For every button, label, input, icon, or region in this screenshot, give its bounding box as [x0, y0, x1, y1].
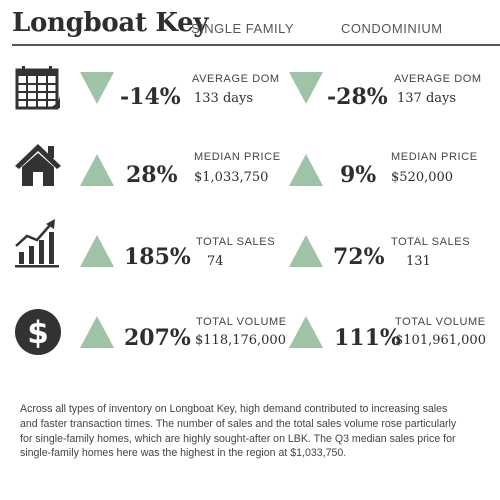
sf-volume-percent: 207% — [124, 325, 191, 351]
condo-volume-percent: 111% — [334, 325, 401, 351]
sf-sales-value: 74 — [207, 254, 224, 269]
house-icon — [15, 142, 61, 188]
sf-price-percent: 28% — [126, 162, 178, 188]
condo-volume-value: $101,961,000 — [395, 333, 486, 348]
trend-down-triangle-sf-dom — [80, 72, 114, 109]
trend-up-triangle-sf-price — [80, 154, 114, 191]
svg-text:$: $ — [27, 315, 49, 351]
condo-volume-label: TOTAL VOLUME — [395, 316, 486, 328]
condo-sales-value: 131 — [406, 254, 431, 269]
condo-price-value: $520,000 — [391, 170, 454, 185]
column-header-condominium: CONDOMINIUM — [341, 21, 443, 36]
trend-up-triangle-sf-sales — [80, 235, 114, 272]
calendar-icon — [14, 64, 62, 112]
condo-dom-label: AVERAGE DOM — [394, 73, 482, 85]
sf-volume-label: TOTAL VOLUME — [196, 316, 287, 328]
sf-dom-value: 133 days — [194, 91, 254, 106]
condo-sales-label: TOTAL SALES — [391, 236, 471, 248]
condo-sales-percent: 72% — [333, 244, 385, 270]
sf-price-value: $1,033,750 — [194, 170, 269, 185]
dollar-coin-icon: $ — [14, 308, 62, 356]
sf-dom-label: AVERAGE DOM — [192, 73, 280, 85]
bar-chart-growth-icon — [15, 218, 63, 268]
sf-volume-value: $118,176,000 — [195, 333, 286, 348]
trend-down-triangle-condo-dom — [289, 72, 323, 109]
summary-paragraph: Across all types of inventory on Longboa… — [20, 403, 457, 460]
page-title: Longboat Key — [12, 8, 209, 38]
condo-dom-percent: -28% — [327, 84, 388, 110]
sf-sales-percent: 185% — [124, 244, 191, 270]
sf-price-label: MEDIAN PRICE — [194, 151, 281, 163]
condo-dom-value: 137 days — [397, 91, 457, 106]
column-header-single-family: SINGLE FAMILY — [191, 21, 295, 36]
header-divider — [12, 44, 500, 46]
trend-up-triangle-condo-sales — [289, 235, 323, 272]
trend-up-triangle-condo-volume — [289, 316, 323, 353]
condo-price-percent: 9% — [340, 162, 377, 188]
condo-price-label: MEDIAN PRICE — [391, 151, 478, 163]
trend-up-triangle-sf-volume — [80, 316, 114, 353]
trend-up-triangle-condo-price — [289, 154, 323, 191]
sf-sales-label: TOTAL SALES — [196, 236, 276, 248]
sf-dom-percent: -14% — [120, 84, 181, 110]
